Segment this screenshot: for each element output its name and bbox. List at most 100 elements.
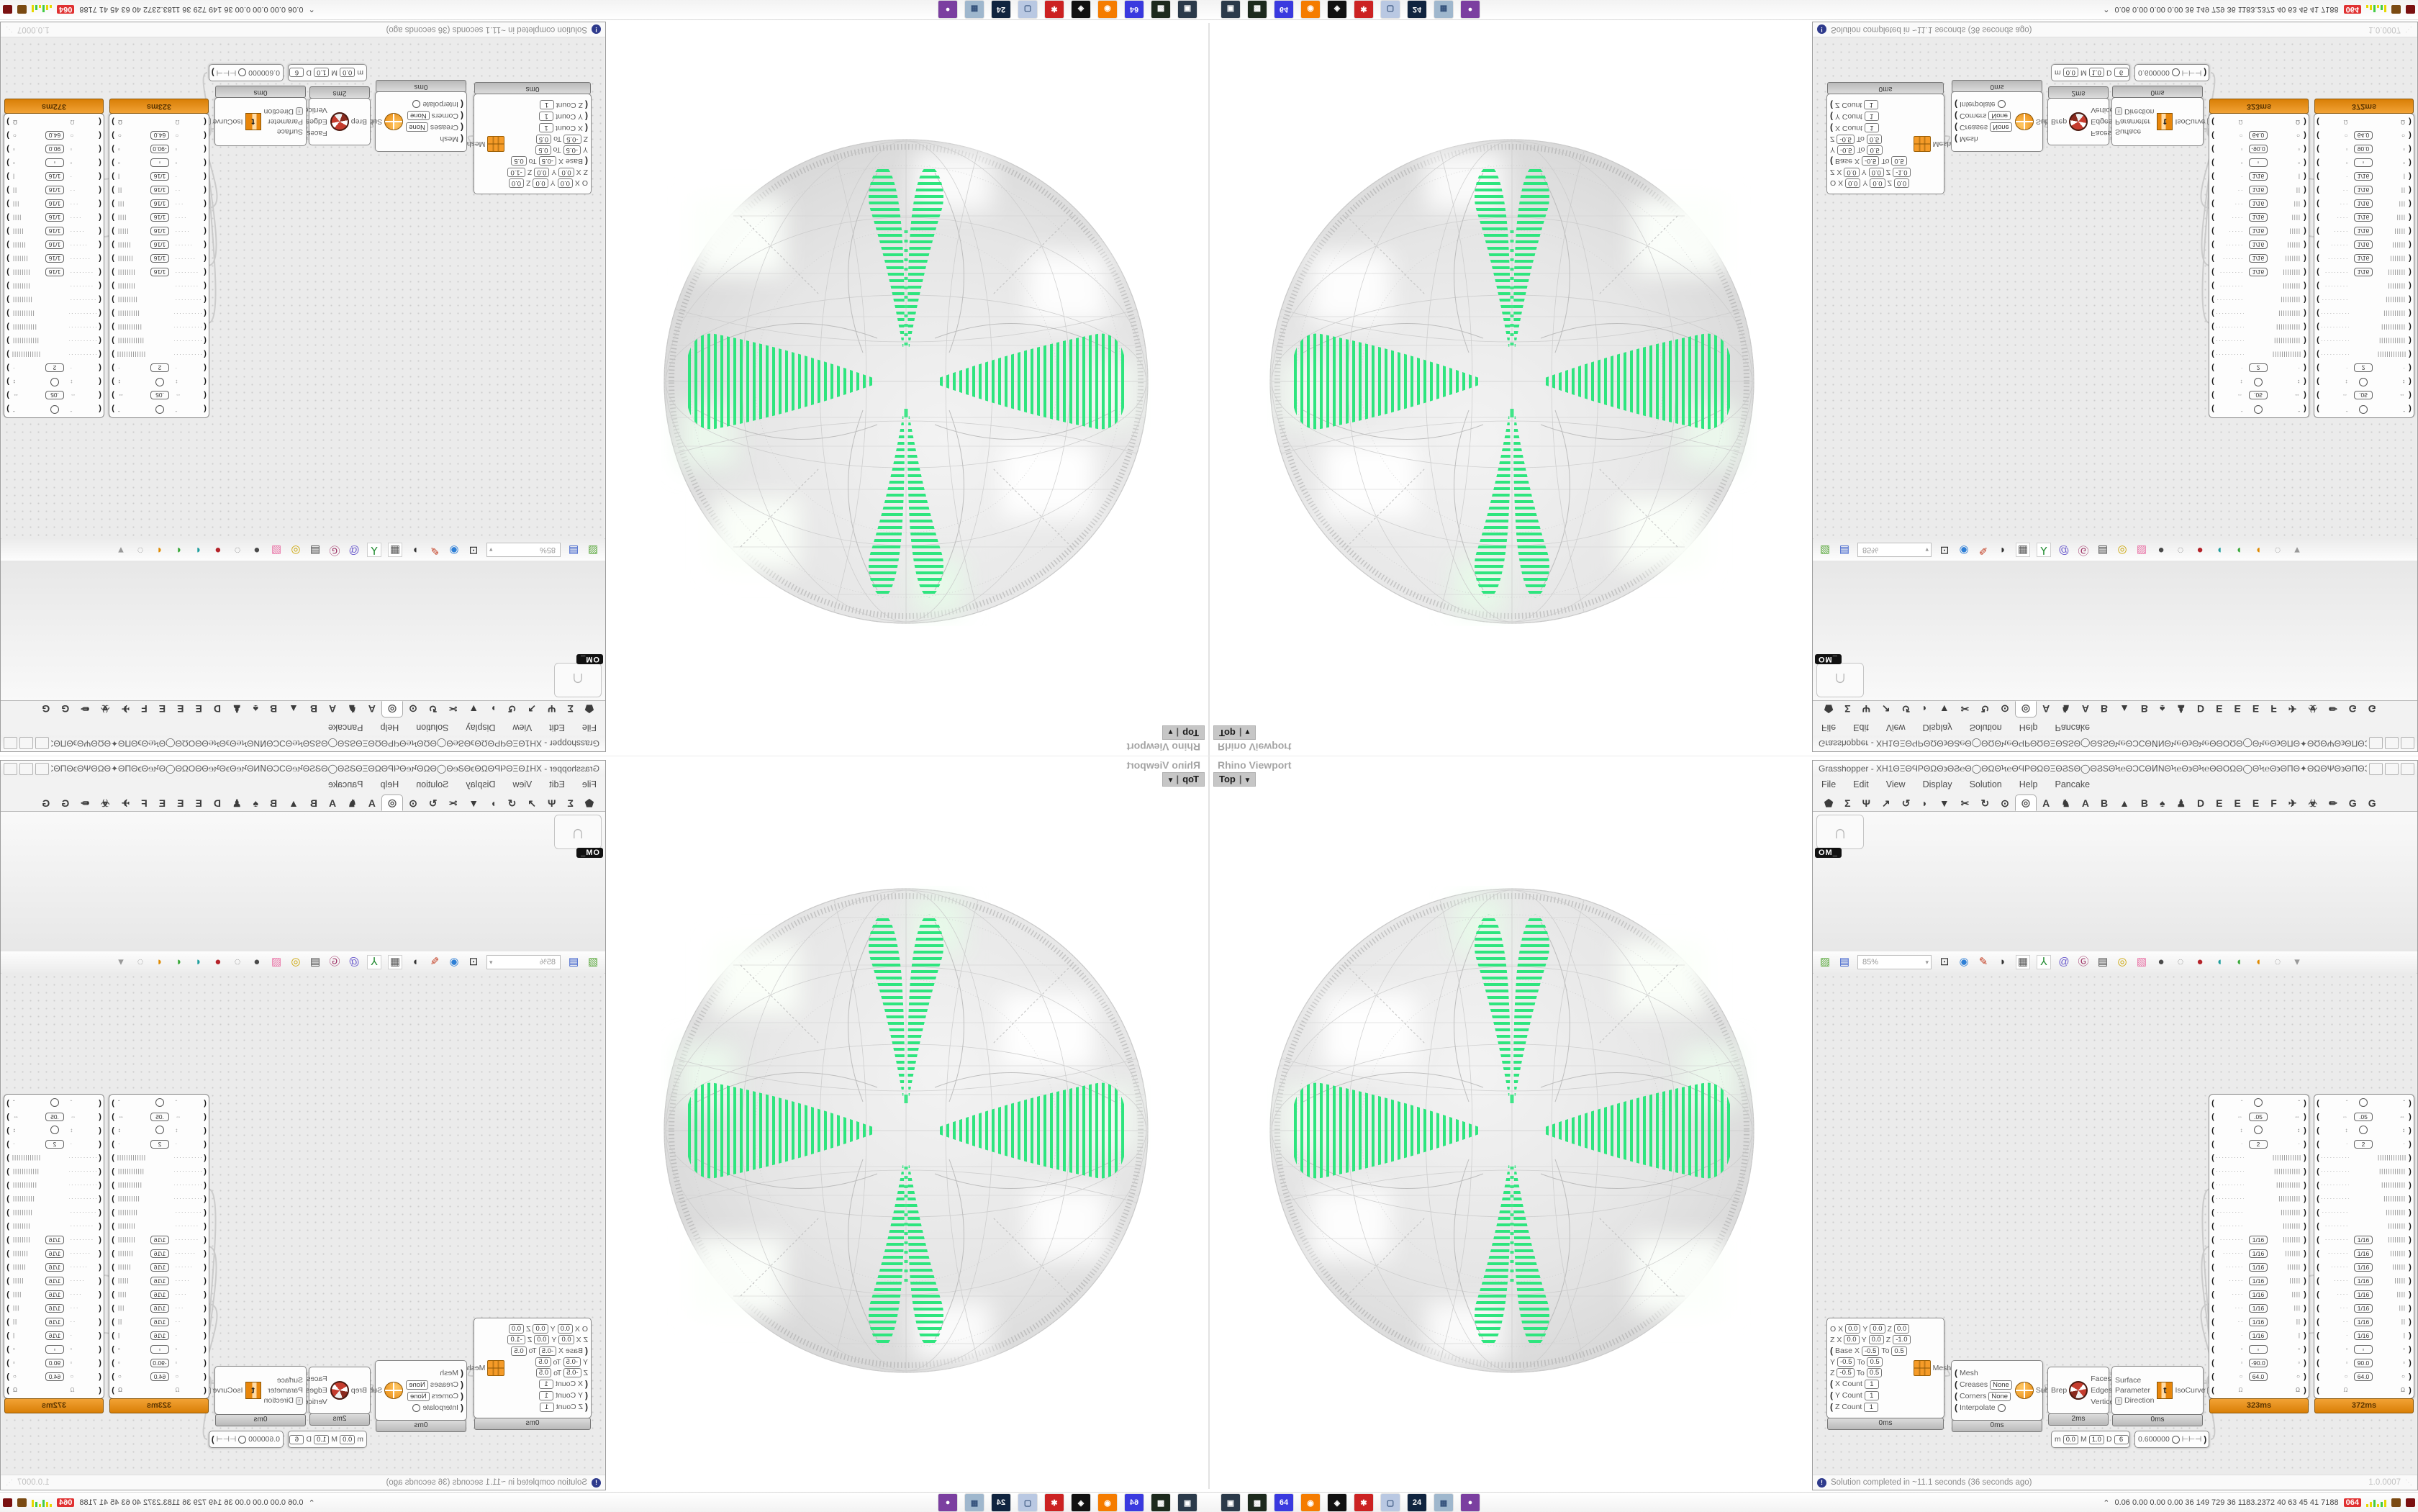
knob-circle[interactable] bbox=[50, 405, 59, 415]
component-tab[interactable]: ♟ bbox=[232, 703, 242, 715]
value-box[interactable]: 0.0 bbox=[2062, 68, 2078, 78]
input-hook[interactable]: ( bbox=[204, 1385, 207, 1395]
tray-block-brown[interactable] bbox=[2391, 1498, 2401, 1507]
output-hook[interactable]: ) bbox=[2409, 1167, 2412, 1176]
slider-row[interactable]: (·· 1/16 ||) bbox=[4, 184, 104, 197]
mouse-orange-icon[interactable]: ◖ bbox=[2255, 956, 2262, 968]
value-box[interactable]: 1 bbox=[539, 1390, 554, 1400]
input-hook[interactable]: ( bbox=[2317, 1372, 2319, 1381]
menu-item-pancake[interactable]: Pancake bbox=[327, 723, 363, 733]
component-tab[interactable]: ☣ bbox=[2308, 797, 2318, 809]
input-hook[interactable]: ( bbox=[2211, 1139, 2214, 1149]
input-hook[interactable]: ( bbox=[99, 1358, 101, 1367]
component-tab[interactable]: Ψ bbox=[548, 703, 556, 715]
output-hook[interactable]: ) bbox=[112, 158, 114, 168]
output-hook[interactable]: ) bbox=[2409, 1208, 2412, 1217]
value-box[interactable]: 1/16 bbox=[150, 1317, 169, 1326]
component-tab[interactable]: ⬟ bbox=[1824, 797, 1834, 809]
knob-circle[interactable] bbox=[155, 1097, 164, 1107]
value-box[interactable]: 64.0 bbox=[2249, 131, 2268, 140]
value-box[interactable]: 0.5 bbox=[1867, 1357, 1883, 1367]
value-box[interactable]: 90.0 bbox=[45, 145, 64, 154]
output-hook[interactable]: ) bbox=[2304, 131, 2306, 140]
value-box[interactable]: 1/16 bbox=[2354, 1276, 2373, 1285]
value-box[interactable]: 1/16 bbox=[45, 240, 64, 250]
value-box[interactable]: 2 bbox=[2249, 363, 2268, 373]
gh-component-number-slider[interactable]: 0.600000 ⊢⊢⊣) bbox=[2134, 64, 2209, 81]
output-hook[interactable]: ) bbox=[6, 1098, 9, 1108]
input-hook[interactable]: ( bbox=[99, 172, 101, 181]
output-hook[interactable]: ) bbox=[112, 1112, 114, 1121]
input-hook[interactable]: ( bbox=[1955, 111, 1957, 121]
preview-shaded-icon[interactable]: ● bbox=[214, 544, 222, 556]
output-hook[interactable]: ) bbox=[2304, 350, 2306, 359]
input-hook[interactable]: ( bbox=[1955, 1391, 1957, 1401]
value-box[interactable]: 1 bbox=[539, 100, 554, 110]
component-tab[interactable]: ↗ bbox=[527, 797, 537, 809]
output-hook[interactable]: ) bbox=[2304, 1290, 2306, 1299]
gh-component-number-slider[interactable]: 0.600000 ⊢⊢⊣) bbox=[2134, 1431, 2209, 1448]
slider-row[interactable]: (▫ ▫ ▫) bbox=[2209, 1342, 2309, 1356]
slider-row[interactable]: (········ ||||||||) bbox=[2314, 1219, 2414, 1233]
output-hook[interactable]: ) bbox=[112, 1331, 114, 1340]
value-box[interactable]: 1/16 bbox=[2354, 1303, 2373, 1313]
input-hook[interactable]: ( bbox=[2211, 1221, 2214, 1231]
input-hook[interactable]: ( bbox=[2211, 1153, 2214, 1162]
input-hook[interactable]: ( bbox=[204, 1303, 207, 1313]
output-hook[interactable]: ) bbox=[112, 1290, 114, 1299]
viewport-tab-top[interactable]: Top|▼ bbox=[1162, 772, 1205, 787]
floppy-green-icon[interactable]: ▩ bbox=[1247, 0, 1267, 19]
menu-item-pancake[interactable]: Pancake bbox=[2055, 723, 2091, 733]
slider-row[interactable]: (· 1/16 |) bbox=[2209, 1328, 2309, 1342]
output-hook[interactable]: ) bbox=[2409, 1372, 2412, 1381]
value-box[interactable]: 1/16 bbox=[45, 1317, 64, 1326]
slider-row[interactable]: (·· 1/16 ||) bbox=[109, 1315, 209, 1328]
value-box[interactable]: 1/16 bbox=[45, 227, 64, 236]
value-box[interactable]: 1/16 bbox=[45, 1276, 64, 1285]
value-box[interactable]: -0.5 bbox=[1837, 1357, 1855, 1367]
value-box[interactable]: 0.0 bbox=[1868, 1335, 1884, 1344]
input-hook[interactable]: ( bbox=[99, 336, 101, 345]
output-hook[interactable]: ) bbox=[6, 391, 9, 400]
value-box[interactable]: 2 bbox=[2354, 363, 2373, 373]
output-hook[interactable]: ) bbox=[6, 1385, 9, 1395]
slider-row[interactable]: (▫ ▫ ▫) bbox=[2314, 1342, 2414, 1356]
input-hook[interactable]: ( bbox=[204, 363, 207, 373]
output-hook[interactable]: ) bbox=[112, 227, 114, 236]
tray-collapse-icon[interactable]: ⌃ bbox=[308, 1498, 315, 1508]
chevron-down-icon[interactable]: ▾ bbox=[489, 546, 493, 554]
knob-circle[interactable] bbox=[50, 1097, 59, 1107]
grasshopper-titlebar[interactable]: Grasshopper - XH1ΘΞΘϤΡΘΩΘ϶ΘϨ℮Θ◯ΘΩΘϞ℮ΘϤΡΘ… bbox=[1813, 761, 2417, 777]
slider-row[interactable]: (Ω Ω) bbox=[2209, 115, 2309, 129]
value-box[interactable]: 90.0 bbox=[2354, 145, 2373, 154]
output-hook[interactable]: ) bbox=[2409, 186, 2412, 195]
component-tab[interactable]: G bbox=[2368, 797, 2376, 809]
component-tab[interactable]: B bbox=[309, 703, 318, 715]
value-box[interactable]: 1/16 bbox=[45, 1262, 64, 1272]
value-box[interactable]: -0.5 bbox=[1861, 1346, 1880, 1356]
input-hook[interactable]: ( bbox=[204, 295, 207, 304]
slider-row[interactable]: (· 1/16 |) bbox=[4, 1328, 104, 1342]
output-hook[interactable]: ) bbox=[2409, 322, 2412, 332]
input-hook[interactable]: ( bbox=[2317, 1276, 2319, 1285]
value-box[interactable]: None bbox=[407, 1391, 430, 1401]
output-hook[interactable]: ) bbox=[2204, 68, 2207, 78]
input-hook[interactable]: ( bbox=[99, 240, 101, 250]
component-tab[interactable]: E bbox=[2216, 797, 2223, 809]
direction-button[interactable]: ↑ bbox=[2115, 1396, 2122, 1405]
slider-row[interactable]: (▫ 90.0 ▫) bbox=[4, 142, 104, 156]
slider-row[interactable]: (ˆ ˆ) bbox=[109, 1096, 209, 1110]
output-hook[interactable]: ) bbox=[112, 240, 114, 250]
component-tab[interactable]: ☣ bbox=[100, 797, 110, 809]
slider-row[interactable]: (············||||||||||||) bbox=[2209, 334, 2309, 348]
output-hook[interactable]: ) bbox=[2409, 1249, 2412, 1258]
output-hook[interactable]: ) bbox=[112, 268, 114, 277]
resize-grip[interactable]: ⋱ bbox=[2405, 1478, 2413, 1487]
value-box[interactable]: 1/16 bbox=[2354, 254, 2373, 263]
output-hook[interactable]: ) bbox=[2409, 117, 2412, 127]
input-hook[interactable]: ( bbox=[585, 156, 588, 166]
input-hook[interactable]: ( bbox=[2317, 131, 2319, 140]
input-hook[interactable]: ( bbox=[2317, 391, 2319, 400]
value-box[interactable]: 1 bbox=[1864, 1402, 1879, 1412]
